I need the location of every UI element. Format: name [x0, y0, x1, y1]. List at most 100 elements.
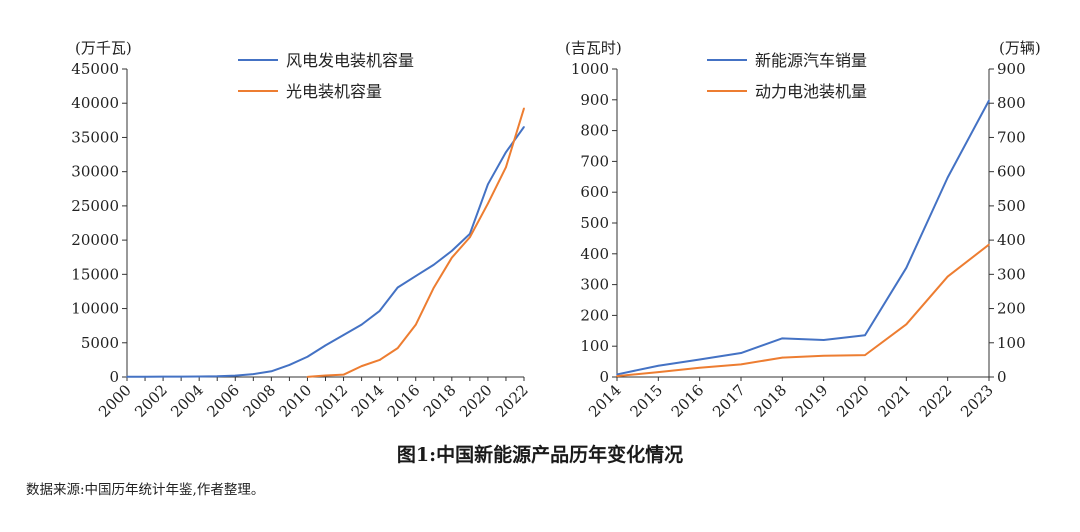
data-point	[180, 375, 182, 378]
y-tick-label: 700	[580, 152, 609, 170]
legend-label: 光电装机容量	[286, 82, 382, 101]
x-tick-label: 2002	[131, 381, 171, 421]
y-tick-label: 35000	[71, 128, 119, 146]
data-point	[198, 375, 200, 378]
data-point	[451, 250, 453, 252]
x-tick-label: 2000	[95, 381, 135, 421]
data-point	[306, 376, 309, 378]
data-point	[657, 364, 660, 367]
data-point	[698, 358, 701, 361]
y-tick-label: 20000	[71, 231, 119, 249]
x-tick-label: 2022	[492, 381, 532, 421]
data-point	[822, 354, 825, 357]
y2-tick-label: 400	[997, 231, 1026, 249]
data-point	[414, 323, 417, 326]
data-point	[946, 176, 949, 179]
x-tick-label: 2020	[833, 381, 873, 421]
data-point	[988, 243, 990, 246]
data-point	[378, 310, 381, 312]
x-tick-label: 2017	[709, 381, 749, 421]
legend-label: 动力电池装机量	[755, 82, 867, 101]
data-point	[781, 337, 784, 340]
y2-tick-label: 100	[997, 334, 1026, 352]
y-tick-label: 25000	[71, 197, 119, 215]
y-tick-label: 10000	[71, 300, 119, 318]
legend-label: 新能源汽车销量	[755, 51, 867, 70]
y-tick-label: 800	[580, 122, 609, 140]
y-tick-label: 400	[580, 245, 609, 263]
y-tick-label: 15000	[71, 265, 119, 283]
data-point	[252, 373, 255, 375]
y-axis-unit-label: (吉瓦时)	[565, 39, 622, 57]
data-point	[451, 256, 453, 259]
data-point	[126, 375, 128, 378]
x-tick-label: 2006	[203, 381, 243, 421]
y-tick-label: 5000	[81, 334, 119, 352]
y2-tick-label: 900	[997, 60, 1026, 78]
data-point	[740, 352, 742, 354]
data-point	[864, 354, 866, 356]
data-point	[432, 286, 435, 289]
data-point	[324, 374, 327, 377]
data-point	[781, 356, 784, 359]
y-tick-label: 900	[580, 91, 609, 109]
y2-tick-label: 700	[997, 128, 1026, 146]
x-tick-label: 2023	[957, 381, 997, 421]
y2-tick-label: 600	[997, 163, 1026, 181]
data-point	[988, 99, 990, 102]
x-tick-label: 2015	[626, 381, 666, 421]
series-line-2	[616, 243, 990, 378]
data-point	[216, 375, 219, 378]
data-point	[306, 355, 309, 358]
y-tick-label: 300	[580, 276, 609, 294]
data-point	[505, 166, 507, 168]
x-tick-label: 2012	[312, 381, 352, 421]
data-point	[523, 126, 525, 128]
data-point	[905, 323, 908, 326]
y-tick-label: 0	[109, 368, 119, 386]
data-point	[946, 275, 949, 278]
source-note: 数据来源:中国历年统计年鉴,作者整理。	[26, 482, 265, 498]
data-point	[487, 202, 489, 205]
data-point	[822, 339, 825, 341]
x-tick-label: 2022	[916, 381, 956, 421]
chart-nev-sales-battery: 0 100 200 300 400 500 600 700 800 900 1000 (吉瓦时) 0 10…	[565, 39, 1041, 421]
y-tick-label: 0	[599, 368, 609, 386]
data-point	[360, 323, 363, 326]
x-tick-label: 2010	[276, 381, 316, 421]
y2-tick-label: 0	[997, 368, 1007, 386]
y2-tick-label: 800	[997, 94, 1026, 112]
y2-tick-label: 200	[997, 300, 1026, 318]
x-tick-label: 2014	[585, 381, 625, 421]
legend-label: 风电发电装机容量	[286, 51, 414, 70]
data-point	[905, 267, 908, 269]
data-point	[740, 363, 742, 366]
x-tick-label: 2014	[348, 381, 388, 421]
data-point	[616, 373, 618, 376]
data-point	[378, 359, 381, 361]
x-tick-label: 2018	[750, 381, 790, 421]
x-tick-label: 2016	[668, 381, 708, 421]
figure-caption: 图1:中国新能源产品历年变化情况	[396, 444, 684, 466]
data-point	[396, 286, 399, 289]
data-point	[270, 370, 273, 373]
y-tick-label: 30000	[71, 163, 119, 181]
data-point	[234, 374, 237, 377]
data-point	[505, 151, 507, 153]
data-point	[523, 107, 525, 110]
x-tick-label: 2008	[239, 381, 279, 421]
y2-axis-unit-label: (万辆)	[999, 39, 1041, 57]
y2-tick-label: 500	[997, 197, 1026, 215]
chart-installed-capacity: 0 5000 10000 15000 20000 25000 30000 35000 40000…	[71, 39, 532, 421]
series-line-1	[126, 126, 525, 378]
y-tick-label: 100	[580, 337, 609, 355]
y-tick-label: 1000	[571, 60, 609, 78]
x-tick-label: 2016	[384, 381, 424, 421]
data-point	[469, 233, 471, 235]
data-point	[864, 334, 866, 337]
x-tick-label: 2019	[792, 381, 832, 421]
data-point	[432, 263, 435, 266]
y-tick-label: 200	[580, 306, 609, 324]
data-point	[414, 275, 417, 277]
